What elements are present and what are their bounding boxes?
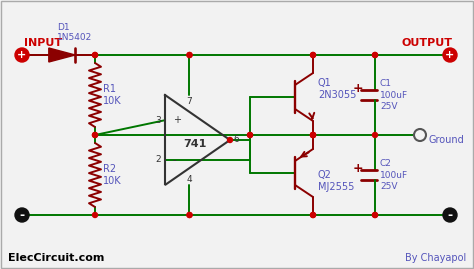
Circle shape <box>92 213 98 218</box>
Circle shape <box>92 52 98 58</box>
Text: C2
100uF
25V: C2 100uF 25V <box>380 160 408 191</box>
Text: Q2
MJ2555: Q2 MJ2555 <box>318 170 355 192</box>
Circle shape <box>310 133 316 137</box>
Circle shape <box>187 52 192 58</box>
Circle shape <box>443 48 457 62</box>
Text: 6: 6 <box>233 136 239 144</box>
Text: OUTPUT: OUTPUT <box>402 38 453 48</box>
Text: Q1
2N3055: Q1 2N3055 <box>318 78 356 100</box>
Circle shape <box>373 52 377 58</box>
Text: 741: 741 <box>183 139 206 149</box>
Text: 2: 2 <box>155 155 161 164</box>
Text: +: + <box>353 161 363 175</box>
Text: 7: 7 <box>187 97 192 105</box>
Circle shape <box>187 213 192 218</box>
Text: By Chayapol: By Chayapol <box>405 253 466 263</box>
Text: 3: 3 <box>155 116 161 125</box>
Circle shape <box>373 133 377 137</box>
Text: ElecCircuit.com: ElecCircuit.com <box>8 253 104 263</box>
Text: +: + <box>173 115 181 125</box>
Text: -: - <box>19 208 25 221</box>
Text: +: + <box>18 50 27 60</box>
Text: -: - <box>447 208 453 221</box>
Text: 4: 4 <box>187 175 192 183</box>
Text: -: - <box>173 155 176 165</box>
Text: Ground: Ground <box>429 135 465 145</box>
Circle shape <box>187 213 192 218</box>
Circle shape <box>15 48 29 62</box>
Circle shape <box>228 137 233 143</box>
Text: C1
100uF
25V: C1 100uF 25V <box>380 79 408 111</box>
Circle shape <box>92 133 98 137</box>
Circle shape <box>310 133 316 137</box>
Circle shape <box>310 213 316 218</box>
Circle shape <box>92 52 98 58</box>
Text: D1
1N5402: D1 1N5402 <box>57 23 92 42</box>
Circle shape <box>92 133 98 137</box>
Text: +: + <box>353 82 363 94</box>
Text: R1
10K: R1 10K <box>103 84 122 106</box>
Circle shape <box>310 133 316 137</box>
Text: R2
10K: R2 10K <box>103 164 122 186</box>
Text: INPUT: INPUT <box>24 38 62 48</box>
Circle shape <box>310 52 316 58</box>
Polygon shape <box>49 48 75 62</box>
Circle shape <box>310 133 316 137</box>
Text: +: + <box>446 50 455 60</box>
Circle shape <box>310 213 316 218</box>
Circle shape <box>373 213 377 218</box>
Circle shape <box>247 133 253 137</box>
Circle shape <box>310 52 316 58</box>
Circle shape <box>373 52 377 58</box>
Circle shape <box>247 133 253 137</box>
Circle shape <box>443 208 457 222</box>
Circle shape <box>15 208 29 222</box>
Circle shape <box>187 52 192 58</box>
Circle shape <box>373 213 377 218</box>
